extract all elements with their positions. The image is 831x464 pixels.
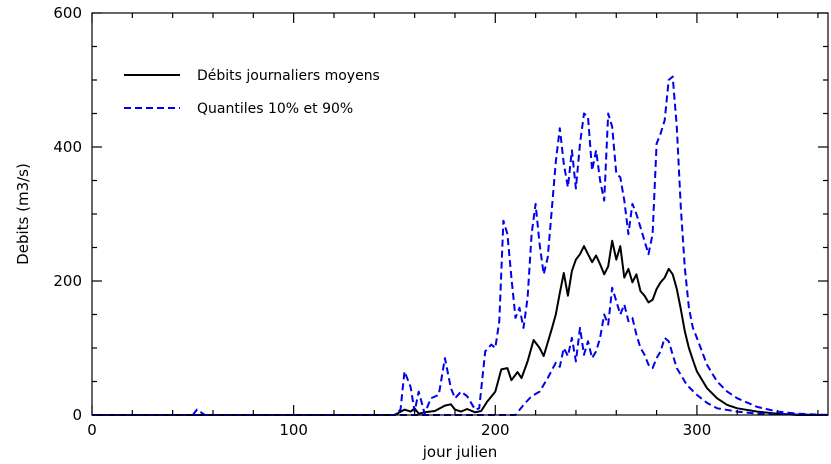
plot-series-group [92,75,829,416]
y-tick-label: 200 [53,272,82,290]
x-axis-title: jour julien [422,443,498,461]
series-line-0 [92,239,828,416]
series-line-3 [192,408,206,416]
x-tick-label: 300 [683,421,712,439]
legend-label-1: Quantiles 10% et 90% [197,101,353,117]
legend-label-0: Débits journaliers moyens [197,68,380,84]
y-tick-label: 400 [53,138,82,156]
x-tick-label: 200 [481,421,510,439]
y-tick-label: 0 [72,406,82,424]
axes-group: 0 100 200 300 0 200 400 600 [53,4,829,439]
series-line-2 [92,286,829,416]
x-tick-label: 0 [87,421,97,439]
x-tick-label: 100 [279,421,308,439]
series-line-1 [92,75,829,416]
y-axis-title: Debits (m3/s) [14,163,32,265]
y-tick-label: 600 [53,4,82,22]
legend: Débits journaliers moyens Quantiles 10% e… [124,68,380,117]
